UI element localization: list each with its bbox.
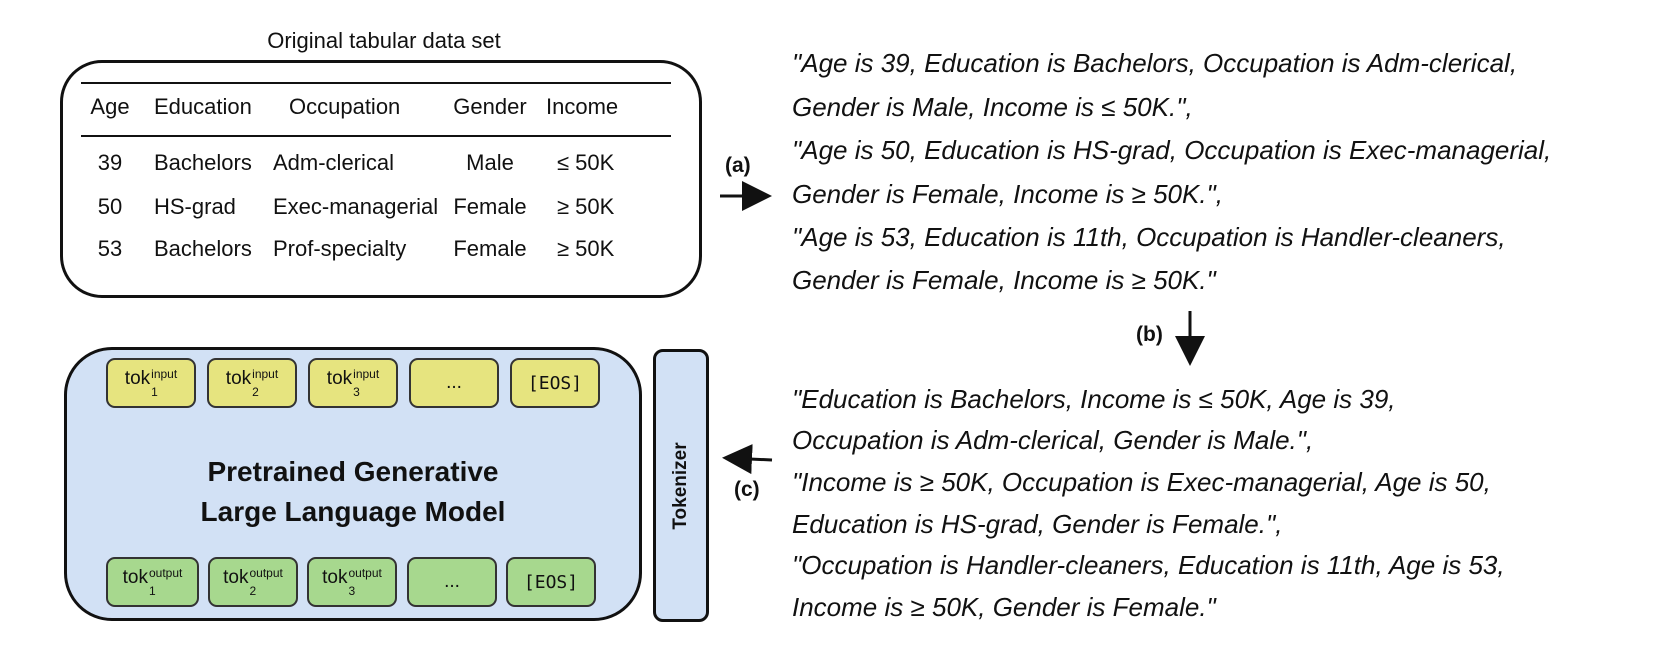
header-age: Age bbox=[90, 94, 130, 119]
arrow-c bbox=[722, 444, 773, 475]
input-token-3: tok input 3 bbox=[308, 358, 398, 408]
input-token-2: tok input 2 bbox=[207, 358, 297, 408]
output-token-1: tok output 1 bbox=[106, 557, 199, 607]
table-top-rule bbox=[81, 82, 671, 84]
output-token-3: tok output 3 bbox=[307, 557, 397, 607]
table-cell: 50 bbox=[97, 194, 123, 219]
table-cell: ≥ 50K bbox=[557, 194, 615, 219]
permuted-line: "Education is Bachelors, Income is ≤ 50K… bbox=[792, 384, 1396, 414]
header-occupation: Occupation bbox=[289, 94, 401, 119]
table-cell: 53 bbox=[97, 236, 123, 261]
table-cell: Female bbox=[453, 236, 527, 261]
table-cell: Bachelors bbox=[154, 150, 252, 175]
table-caption: Original tabular data set bbox=[267, 28, 501, 53]
permuted-line: Income is ≥ 50K, Gender is Female." bbox=[792, 592, 1216, 622]
table-cell: Bachelors bbox=[154, 236, 252, 261]
serialized-line: "Age is 39, Education is Bachelors, Occu… bbox=[792, 48, 1518, 78]
table-header-rule bbox=[81, 135, 671, 137]
table-cell: HS-grad bbox=[154, 194, 236, 219]
permuted-line: Occupation is Adm-clerical, Gender is Ma… bbox=[792, 425, 1314, 455]
output-token-ellipsis: ... bbox=[407, 557, 497, 607]
output-token-eos: [EOS] bbox=[506, 557, 596, 607]
table-cell: Female bbox=[453, 194, 527, 219]
step-label-a: (a) bbox=[725, 154, 751, 177]
llm-title: Pretrained Generative Large Language Mod… bbox=[64, 452, 642, 532]
llm-title-line1: Pretrained Generative bbox=[207, 456, 499, 487]
header-income: Income bbox=[546, 94, 619, 119]
table-cell: Adm-clerical bbox=[273, 150, 395, 175]
table-cell: ≥ 50K bbox=[557, 236, 615, 261]
table-cell: Prof-specialty bbox=[273, 236, 407, 261]
header-education: Education bbox=[154, 94, 252, 119]
table-cell: ≤ 50K bbox=[557, 150, 615, 175]
llm-title-line2: Large Language Model bbox=[200, 496, 506, 527]
input-token-1: tok input 1 bbox=[106, 358, 196, 408]
table-cell: 39 bbox=[97, 150, 123, 175]
permuted-line: "Income is ≥ 50K, Occupation is Exec-man… bbox=[792, 467, 1491, 497]
step-label-b: (b) bbox=[1136, 323, 1163, 346]
serialized-line: Gender is Male, Income is ≤ 50K.", bbox=[792, 92, 1193, 122]
output-token-2: tok output 2 bbox=[208, 557, 298, 607]
serialized-line: Gender is Female, Income is ≥ 50K." bbox=[792, 265, 1216, 295]
serialized-line: "Age is 53, Education is 11th, Occupatio… bbox=[792, 222, 1506, 252]
tokenizer-box: Tokenizer bbox=[653, 349, 709, 622]
input-token-ellipsis: ... bbox=[409, 358, 499, 408]
serialized-line: "Age is 50, Education is HS-grad, Occupa… bbox=[792, 135, 1552, 165]
tokenizer-label: Tokenizer bbox=[670, 441, 691, 530]
serialized-line: Gender is Female, Income is ≥ 50K.", bbox=[792, 179, 1224, 209]
tabular-data-table: Age Education Occupation Gender Income 3… bbox=[60, 60, 702, 298]
permuted-line: "Occupation is Handler-cleaners, Educati… bbox=[792, 550, 1505, 580]
table-cell: Exec-managerial bbox=[273, 194, 439, 219]
header-gender: Gender bbox=[453, 94, 527, 119]
input-token-eos: [EOS] bbox=[510, 358, 600, 408]
permuted-line: Education is HS-grad, Gender is Female."… bbox=[792, 509, 1283, 539]
table-cell: Male bbox=[466, 150, 514, 175]
step-label-c: (c) bbox=[734, 478, 760, 501]
